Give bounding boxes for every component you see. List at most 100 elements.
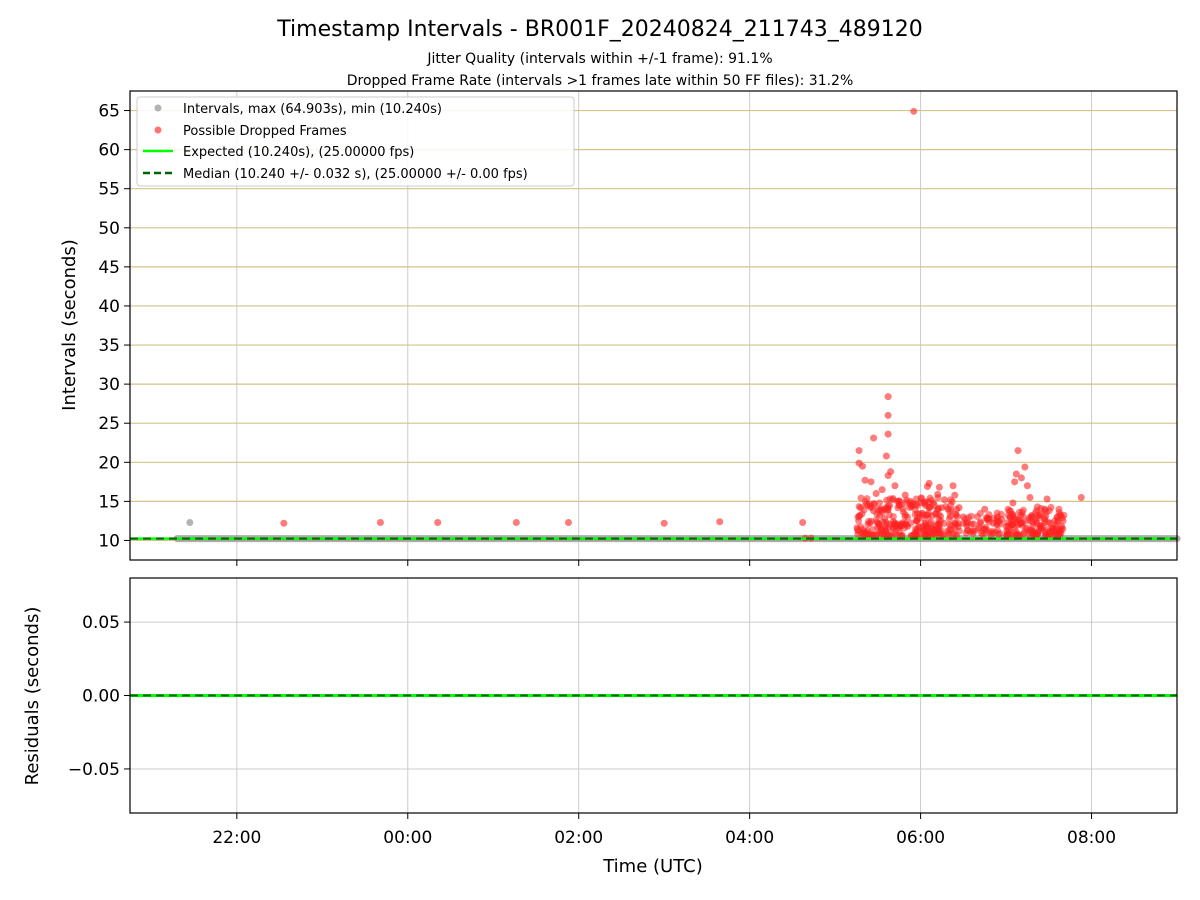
dropped-frame-point xyxy=(1060,511,1068,519)
x-tick-label: 22:00 xyxy=(212,828,261,848)
dropped-frame-point xyxy=(874,523,882,531)
legend-label-expected: Expected (10.240s), (25.00000 fps) xyxy=(183,145,414,160)
residuals-y-label: Residuals (seconds) xyxy=(22,607,43,786)
dropped-frame-point xyxy=(908,499,916,507)
dropped-frame-point xyxy=(1041,515,1049,523)
dropped-frame-point xyxy=(904,522,912,530)
chart-subtitle-dropped: Dropped Frame Rate (intervals >1 frames … xyxy=(347,73,854,89)
dropped-frame-point xyxy=(1004,522,1012,530)
dropped-frame-point xyxy=(973,513,981,521)
dropped-frame-point xyxy=(1028,511,1036,519)
dropped-frame-point xyxy=(964,518,972,526)
dropped-frame-point xyxy=(863,495,871,503)
dropped-frame-point xyxy=(884,505,892,513)
intervals-y-label: Intervals (seconds) xyxy=(59,239,80,411)
dropped-frame-point xyxy=(951,519,959,527)
intervals-y-tick-label: 10 xyxy=(98,531,120,551)
intervals-x-ticks xyxy=(236,560,1093,566)
dropped-frame-point xyxy=(928,531,936,539)
dropped-frame-point xyxy=(976,519,984,527)
dropped-frame-point xyxy=(870,507,878,515)
dropped-frame-point xyxy=(889,525,897,533)
dropped-frame-point xyxy=(981,505,989,513)
dropped-frame-point xyxy=(947,496,955,504)
intervals-y-tick-label: 15 xyxy=(98,492,120,512)
dropped-frame-point xyxy=(918,509,926,517)
intervals-grid xyxy=(130,91,1177,560)
legend-label-dropped: Possible Dropped Frames xyxy=(183,124,347,139)
dropped-frame-point xyxy=(998,515,1006,523)
dropped-frame-point xyxy=(864,501,872,509)
dropped-frame-point xyxy=(867,517,875,525)
dropped-frame-point xyxy=(929,499,937,507)
dropped-frame-point xyxy=(564,518,572,526)
residuals-x-ticks: 22:00 00:00 02:00 04:00 06:00 08:00 xyxy=(212,813,1116,848)
dropped-frame-point xyxy=(1018,521,1026,529)
dropped-frame-point xyxy=(946,526,954,534)
dropped-frame-point xyxy=(910,107,918,115)
x-tick-label: 04:00 xyxy=(725,828,774,848)
residuals-y-tick-label: −0.05 xyxy=(68,760,120,780)
dropped-frame-point xyxy=(876,506,884,514)
dropped-frame-point xyxy=(1047,503,1055,511)
dropped-frame-point xyxy=(855,447,863,455)
dropped-frame-point xyxy=(884,472,892,480)
dropped-frame-point xyxy=(1020,530,1028,538)
dropped-frame-point xyxy=(860,530,868,538)
dropped-frame-point xyxy=(970,520,978,528)
dropped-frame-point xyxy=(1015,516,1023,524)
interval-point xyxy=(186,518,194,526)
intervals-y-tick-label: 50 xyxy=(98,219,120,239)
dropped-frame-point xyxy=(920,531,928,539)
dropped-frame-point xyxy=(799,518,807,526)
dropped-frame-point xyxy=(1027,528,1035,536)
dropped-frame-point xyxy=(1006,507,1014,515)
dropped-frame-point xyxy=(1012,470,1020,478)
residuals-y-tick-label: 0.05 xyxy=(82,613,120,633)
dropped-frame-point xyxy=(911,506,919,514)
dropped-frame-point xyxy=(1077,493,1085,501)
dropped-frame-point xyxy=(964,526,972,534)
dropped-frame-point xyxy=(996,529,1004,537)
legend-marker-intervals xyxy=(154,104,162,112)
dropped-frame-point xyxy=(892,531,900,539)
dropped-frame-point xyxy=(280,519,288,527)
intervals-y-tick-label: 40 xyxy=(98,297,120,317)
dropped-frame-point xyxy=(891,482,899,490)
dropped-frame-point xyxy=(1003,532,1011,540)
legend-marker-dropped xyxy=(154,126,162,134)
dropped-frame-point xyxy=(941,496,949,504)
intervals-y-tick-label: 45 xyxy=(98,258,120,278)
dropped-frame-point xyxy=(512,518,520,526)
dropped-frame-point xyxy=(1015,508,1023,516)
dropped-frame-point xyxy=(878,486,886,494)
dropped-frame-point xyxy=(872,490,880,498)
residuals-y-ticks: −0.05 0.00 0.05 xyxy=(68,613,130,780)
dropped-frame-point xyxy=(1023,482,1031,490)
legend-label-median: Median (10.240 +/- 0.032 s), (25.00000 +… xyxy=(183,167,528,182)
dropped-frame-point xyxy=(929,512,937,520)
dropped-frame-point xyxy=(944,505,952,513)
intervals-y-tick-label: 30 xyxy=(98,375,120,395)
dropped-frame-point xyxy=(1026,493,1034,501)
dropped-frame-point xyxy=(1009,499,1017,507)
dropped-frame-point xyxy=(959,513,967,521)
dropped-frame-point xyxy=(989,519,997,527)
dropped-frame-point xyxy=(858,462,866,470)
chart-title: Timestamp Intervals - BR001F_20240824_21… xyxy=(276,17,922,42)
residuals-panel: −0.05 0.00 0.05 22:00 00:00 02:00 04:00 06:00 0… xyxy=(22,577,1178,877)
x-tick-label: 00:00 xyxy=(383,828,432,848)
dropped-frame-point xyxy=(882,452,890,460)
dropped-frame-point xyxy=(853,524,861,532)
dropped-frame-point xyxy=(881,515,889,523)
intervals-frame xyxy=(129,90,1178,561)
dropped-frame-point xyxy=(1041,505,1049,513)
dropped-frame-point xyxy=(937,517,945,525)
x-axis-label: Time (UTC) xyxy=(602,856,703,877)
dropped-frame-point xyxy=(660,519,668,527)
chart-subtitle-jitter: Jitter Quality (intervals within +/-1 fr… xyxy=(426,51,772,67)
dropped-frame-point xyxy=(881,531,889,539)
dropped-frame-point xyxy=(955,504,963,512)
legend-label-intervals: Intervals, max (64.903s), min (10.240s) xyxy=(183,102,442,117)
dropped-frame-point xyxy=(376,518,384,526)
